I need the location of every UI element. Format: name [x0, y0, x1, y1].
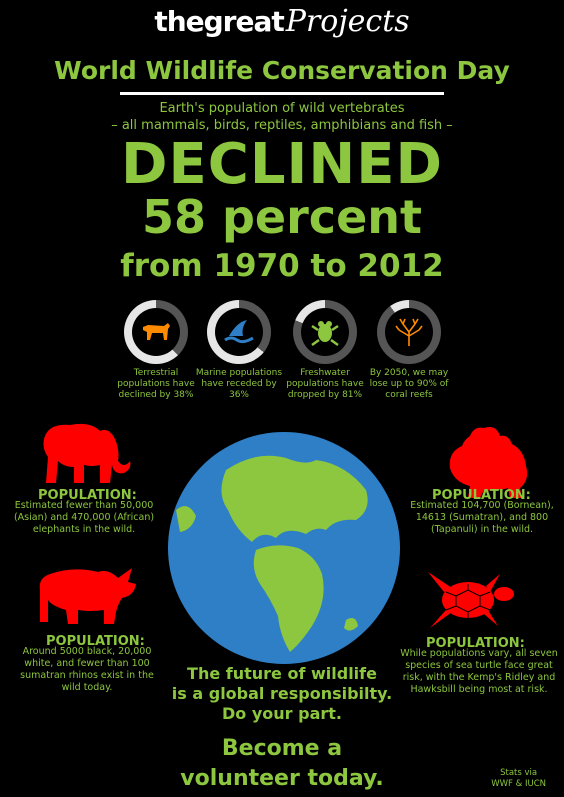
- elephant-population-title: POPULATION:: [38, 488, 137, 503]
- stat-marine: Marine populations have receded by 36%: [193, 300, 285, 401]
- cta-line-4: Become a: [221, 736, 343, 761]
- stat-coral: By 2050, we may lose up to 90% of coral …: [363, 300, 455, 401]
- coral-icon: [395, 318, 423, 346]
- earth-globe: [168, 432, 400, 664]
- terrestrial-progress-ring: [124, 300, 188, 364]
- orangutan-population-title: POPULATION:: [432, 488, 531, 503]
- elephant-icon: [43, 423, 131, 483]
- page-title: World Wildlife Conservation Day: [54, 56, 510, 85]
- coral-progress-ring: [377, 300, 441, 364]
- headline-declined: DECLINED: [121, 132, 443, 197]
- cta-line-3: Do your part.: [222, 704, 342, 723]
- cta-volunteer: Become a volunteer today.: [0, 734, 564, 794]
- shark-fin-icon: [224, 320, 254, 344]
- brand-bold: thegreat: [154, 5, 284, 38]
- turtle-population-text: While populations vary, all seven specie…: [400, 648, 558, 695]
- freshwater-progress-ring: [293, 300, 357, 364]
- brand-script: Projects: [285, 4, 410, 39]
- rhino-icon: [39, 568, 136, 624]
- stat-text: By 2050, we may lose up to 90% of coral …: [369, 368, 449, 400]
- turtle-population-title: POPULATION:: [426, 636, 525, 651]
- brand-logo: thegreatProjects: [0, 4, 564, 39]
- cta-line-1: The future of wildlife: [187, 664, 377, 683]
- stat-text: Marine populations have receded by 36%: [195, 368, 283, 400]
- stat-terrestrial: Terrestrial populations have declined by…: [110, 300, 202, 401]
- tiger-icon: [143, 323, 170, 340]
- sea-turtle-icon: [428, 572, 514, 628]
- intro-line-1: Earth's population of wild vertebrates: [159, 101, 405, 116]
- cta-line-2: is a global responsibilty.: [171, 684, 393, 703]
- credit-line-1: Stats via: [500, 768, 538, 778]
- credit-line-2: WWF & IUCN: [491, 779, 546, 789]
- headline-years: from 1970 to 2012: [120, 248, 444, 284]
- rhino-population-title: POPULATION:: [46, 634, 145, 649]
- intro-text: Earth's population of wild vertebrates –…: [0, 100, 564, 134]
- cta-message: The future of wildlife is a global respo…: [0, 664, 564, 724]
- frog-icon: [311, 321, 339, 347]
- stat-freshwater: Freshwater populations have dropped by 8…: [279, 300, 371, 401]
- headline-percent: 58 percent: [141, 190, 423, 244]
- cta-line-5: volunteer today.: [180, 766, 384, 791]
- stat-text: Freshwater populations have dropped by 8…: [286, 368, 364, 400]
- stat-text: Terrestrial populations have declined by…: [117, 368, 195, 400]
- intro-line-2: – all mammals, birds, reptiles, amphibia…: [111, 118, 453, 133]
- elephant-population-text: Estimated fewer than 50,000 (Asian) and …: [13, 500, 155, 535]
- stats-credit: Stats via WWF & IUCN: [491, 768, 546, 790]
- marine-progress-ring: [207, 300, 271, 364]
- rhino-population-text: Around 5000 black, 20,000 white, and few…: [20, 646, 154, 693]
- orangutan-population-text: Estimated 104,700 (Bornean), 14613 (Suma…: [410, 500, 554, 535]
- title-divider: [120, 92, 444, 95]
- orangutan-icon: [449, 427, 528, 498]
